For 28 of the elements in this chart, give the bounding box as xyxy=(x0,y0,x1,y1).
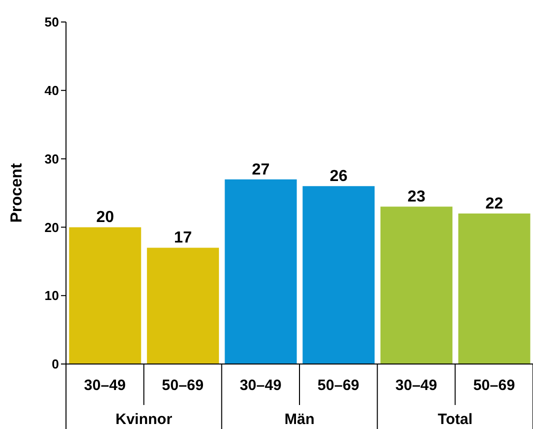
text: Kvinnor xyxy=(115,411,172,428)
x-tick-label: 30–49 xyxy=(240,377,282,394)
x-tick-label: 50–69 xyxy=(473,377,515,394)
data-label: 26 xyxy=(330,168,348,186)
x-tick-label: 50–69 xyxy=(318,377,360,394)
y-tick-label: 40 xyxy=(44,83,59,98)
x-tick-label: 30–49 xyxy=(84,377,126,394)
y-tick-label: 20 xyxy=(44,220,59,235)
x-tick-label: 50–69 xyxy=(162,377,204,394)
bar xyxy=(380,206,452,364)
bar xyxy=(146,248,219,364)
bar xyxy=(224,179,297,364)
bar xyxy=(458,214,530,364)
y-tick-label: 50 xyxy=(44,14,59,30)
data-label: 20 xyxy=(96,209,114,226)
data-label: 27 xyxy=(252,161,270,178)
text: Män xyxy=(284,411,314,428)
data-label: 17 xyxy=(174,230,192,247)
data-label: 22 xyxy=(485,196,504,213)
y-tick-label: 10 xyxy=(44,288,59,304)
bar xyxy=(302,186,375,364)
text: Total xyxy=(438,411,473,428)
x-tick-label: 30–49 xyxy=(395,377,438,394)
bar xyxy=(69,227,142,364)
y-tick-label: 0 xyxy=(52,356,59,372)
y-axis-title: Procent xyxy=(8,162,26,223)
y-tick-label: 30 xyxy=(44,151,59,166)
data-label: 23 xyxy=(408,188,426,206)
